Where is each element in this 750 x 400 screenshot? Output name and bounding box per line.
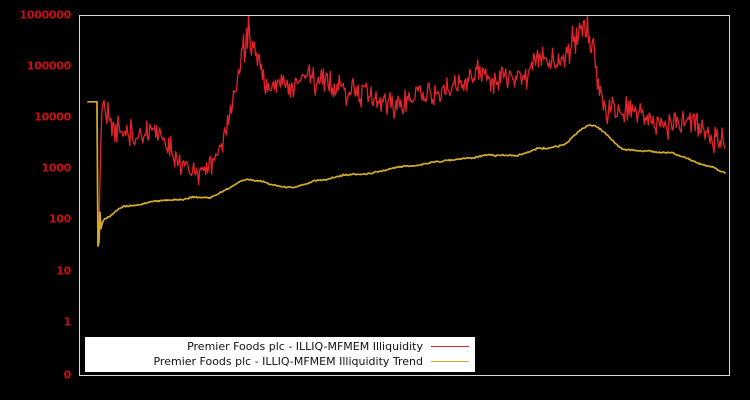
plot-area	[79, 15, 730, 376]
legend-item-illiquidity: Premier Foods plc - ILLIQ-MFMEM Illiquid…	[85, 339, 475, 354]
chart-canvas	[87, 16, 726, 247]
y-tick-label: 1	[63, 315, 72, 329]
series-illiquidity-trend	[87, 100, 726, 247]
line-illiquidity	[87, 16, 726, 247]
legend-label-illiquidity-trend: Premier Foods plc - ILLIQ-MFMEM Illiquid…	[153, 355, 423, 368]
y-tick-label: 100	[48, 212, 71, 226]
series-illiquidity	[87, 16, 726, 247]
legend-item-illiquidity-trend: Premier Foods plc - ILLIQ-MFMEM Illiquid…	[85, 354, 475, 369]
y-tick-label: 10000	[34, 110, 71, 124]
y-tick-label: 1000	[41, 161, 72, 175]
legend-swatch-illiquidity	[431, 346, 469, 347]
y-tick-label: 1000000	[19, 8, 72, 22]
line-illiquidity-trend	[87, 100, 726, 247]
y-tick-label: 0	[63, 368, 72, 382]
legend: Premier Foods plc - ILLIQ-MFMEM Illiquid…	[85, 337, 475, 372]
y-tick-label: 100000	[26, 59, 71, 73]
legend-swatch-illiquidity-trend	[431, 361, 469, 362]
y-axis: 1000000 100000 10000 1000 100 10 1 0	[0, 0, 75, 400]
legend-label-illiquidity: Premier Foods plc - ILLIQ-MFMEM Illiquid…	[187, 340, 423, 353]
y-tick-label: 10	[56, 264, 71, 277]
